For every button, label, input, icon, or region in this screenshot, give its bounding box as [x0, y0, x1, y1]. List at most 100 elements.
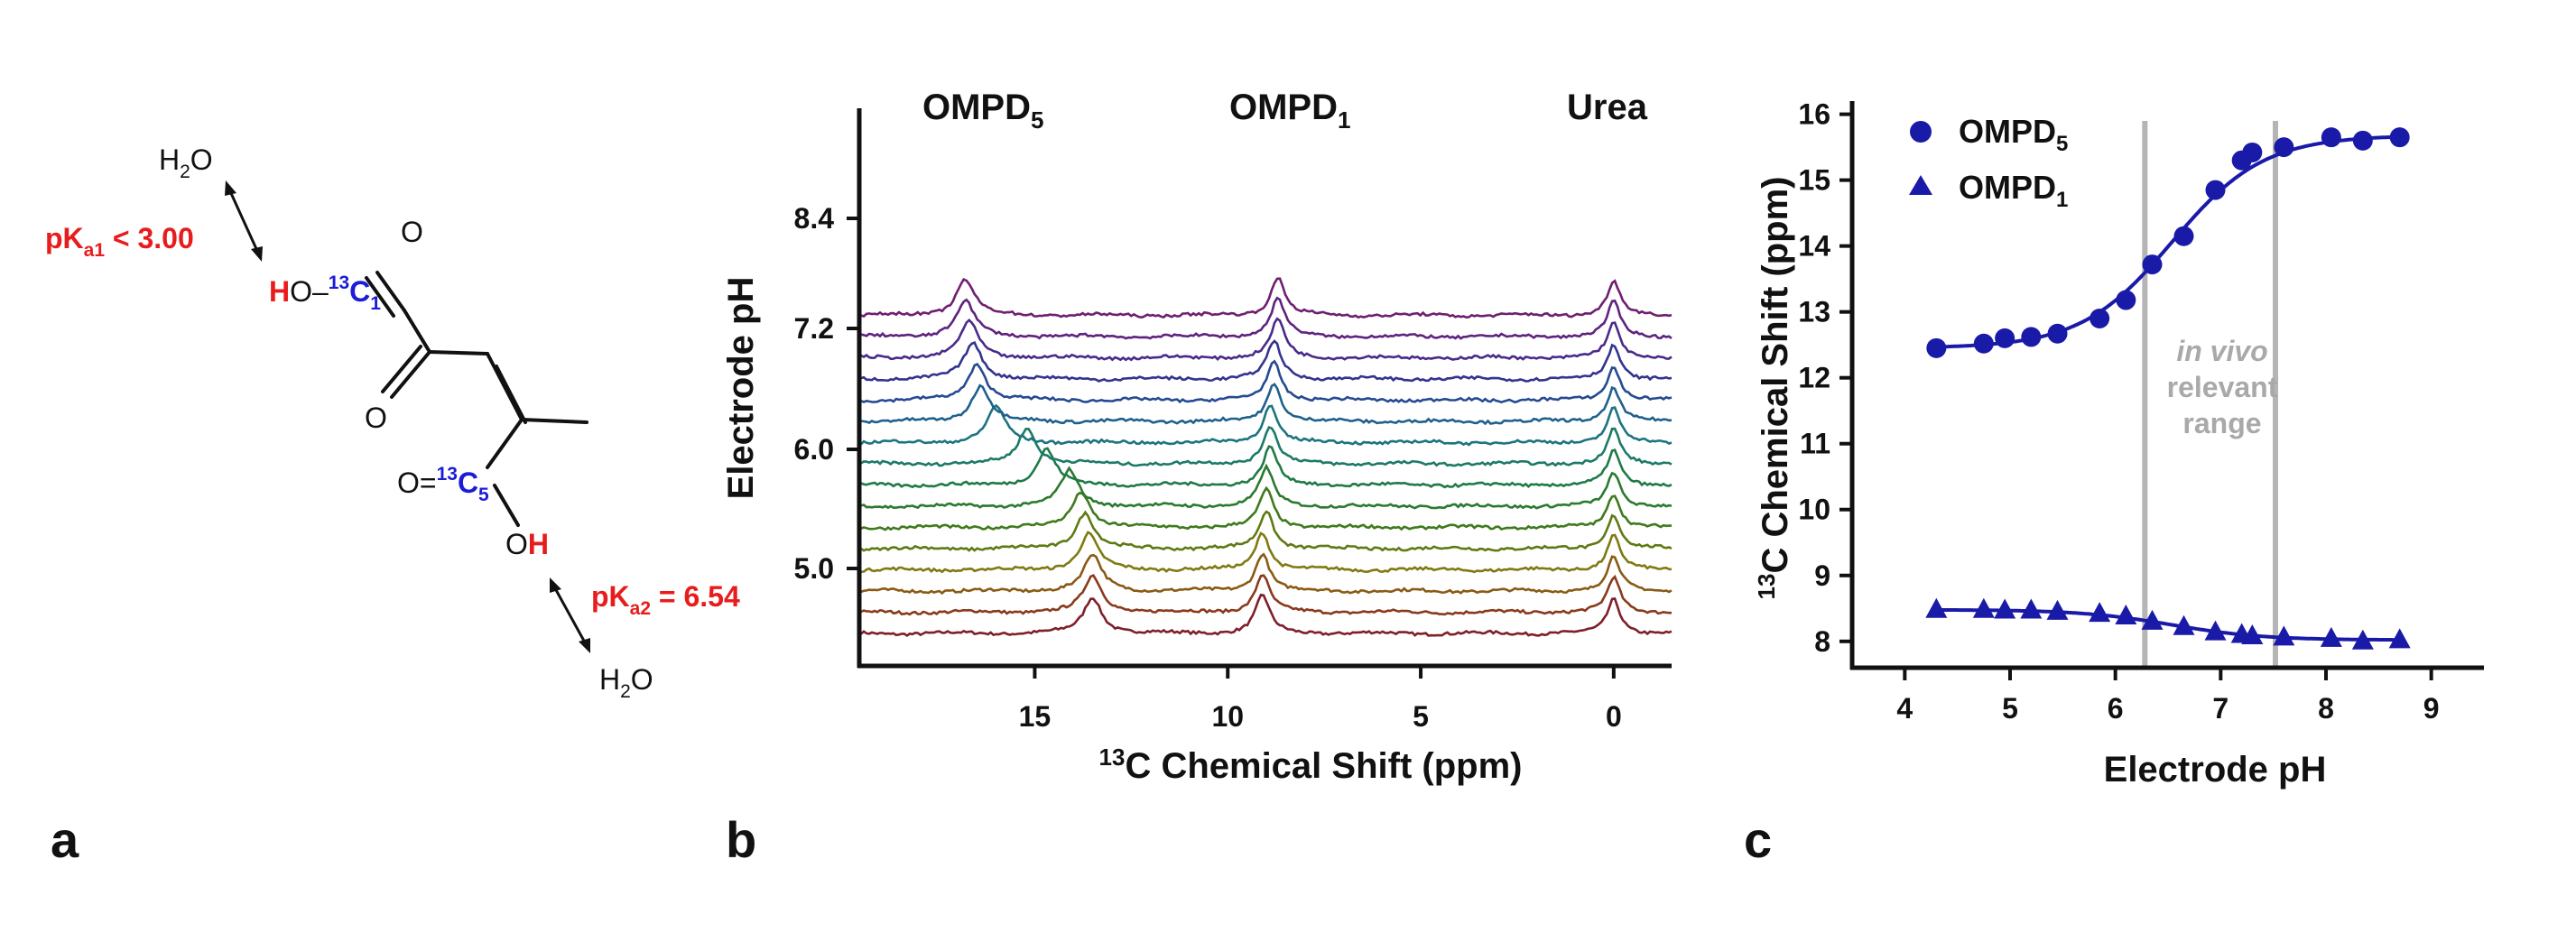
b-x-tick-label: 10: [1211, 700, 1244, 733]
ketone-o: O: [365, 402, 387, 434]
legend-ompd5: OMPD5: [1959, 113, 2068, 156]
point-ompd5: [1973, 333, 1994, 354]
point-ompd1: [2089, 602, 2111, 623]
spectrum-trace-4: [860, 531, 1673, 574]
panel-b-x-label: 13C Chemical Shift (ppm): [1099, 744, 1523, 786]
spectrum-trace-11: [860, 383, 1673, 426]
water-bottom-label: H2O: [599, 663, 653, 702]
annotation-relevant: relevant: [2167, 371, 2278, 403]
panel-b-y-label: Electrode pH: [721, 277, 761, 500]
spectrum-trace-6: [860, 485, 1672, 531]
legend-triangle-marker: [1909, 175, 1932, 195]
b-x-tick-label: 5: [1413, 700, 1429, 733]
spectrum-trace-10: [860, 403, 1673, 447]
point-ompd1: [2046, 599, 2069, 620]
b-y-tick-label: 8.4: [794, 202, 835, 235]
reference-lines: [2142, 121, 2278, 668]
point-ompd5: [2321, 127, 2341, 148]
point-ompd1: [2173, 614, 2195, 635]
legend-circle-marker: [1910, 121, 1932, 143]
fit-curve-ompd1: [1936, 607, 2400, 642]
peak-label-ompd5: OMPD5: [922, 88, 1043, 134]
carbonyl-o-top: O: [401, 216, 423, 248]
point-ompd1: [2273, 625, 2295, 646]
spectrum-trace-7: [860, 463, 1673, 510]
c-y-tick-label: 15: [1798, 164, 1830, 197]
point-ompd5: [2047, 323, 2068, 344]
panel-a-letter: a: [51, 811, 79, 868]
annotation-range: range: [2182, 407, 2261, 439]
point-ompd1: [2115, 605, 2137, 625]
b-y-tick-label: 7.2: [794, 312, 834, 345]
b-y-tick-label: 6.0: [794, 433, 834, 466]
point-ompd5: [2352, 130, 2373, 151]
point-ompd1: [2241, 624, 2264, 644]
point-ompd5: [2021, 327, 2042, 347]
panel-c-letter: c: [1744, 811, 1772, 868]
panel-c-ticks: 4 5 6 7 8 9 8 9 10 11 12 13 14 15 16: [1798, 98, 2439, 725]
c-y-tick-label: 13: [1798, 296, 1830, 328]
point-ompd5: [2274, 137, 2294, 158]
c-x-tick-label: 4: [1896, 692, 1913, 725]
c-y-tick-label: 10: [1798, 494, 1830, 526]
point-ompd1: [2141, 609, 2164, 630]
legend-ompd1: OMPD1: [1959, 169, 2068, 212]
c-x-tick-label: 8: [2318, 692, 2334, 725]
point-ompd1: [2351, 629, 2374, 650]
data-points: [1925, 127, 2411, 650]
c-y-tick-label: 16: [1798, 98, 1830, 131]
pka2-label: pKa2 = 6.54: [591, 580, 740, 619]
spectrum-trace-16: [860, 277, 1673, 319]
spectrum-trace-13: [860, 339, 1673, 383]
point-ompd1: [2388, 628, 2411, 649]
pka1-label: pKa1 < 3.00: [45, 222, 194, 261]
peak-label-urea: Urea: [1567, 88, 1648, 127]
panel-b-ticks: 15 10 5 0 8.4 7.2 6.0 5.0: [794, 202, 1622, 733]
spectra-traces: [860, 277, 1673, 637]
point-ompd1: [1972, 597, 1995, 618]
point-ompd5: [1995, 328, 2015, 348]
c-x-tick-label: 9: [2423, 692, 2440, 725]
spectrum-trace-8: [860, 445, 1673, 489]
panel-c-y-label: 13C Chemical Shift (ppm): [1753, 177, 1795, 600]
b-x-tick-label: 15: [1019, 700, 1052, 733]
c-y-tick-label: 11: [1800, 428, 1830, 460]
spectrum-trace-1: [860, 593, 1673, 637]
point-ompd1: [2204, 620, 2227, 641]
spectrum-trace-2: [860, 574, 1672, 616]
c-y-tick-label: 9: [1814, 559, 1830, 592]
c-y-tick-label: 8: [1814, 625, 1830, 658]
water-top-label: H2O: [159, 143, 213, 182]
peak-label-ompd1: OMPD1: [1229, 88, 1350, 134]
point-ompd5: [2389, 127, 2410, 148]
panel-a-molecule: H2O pKa1 < 3.00 O HO–13C1 O O=13C5 OH pK…: [45, 143, 740, 868]
annotation-in-vivo: in vivo: [2176, 335, 2267, 367]
spectrum-trace-3: [860, 552, 1673, 596]
point-ompd5: [2142, 254, 2163, 275]
spectrum-trace-5: [860, 510, 1673, 552]
arrow-heads: [225, 180, 590, 653]
panel-b-letter: b: [726, 811, 756, 868]
spectrum-trace-14: [860, 317, 1673, 362]
b-y-tick-label: 5.0: [794, 552, 834, 585]
spectrum-trace-15: [860, 296, 1673, 340]
c-x-tick-label: 5: [2002, 692, 2018, 725]
c-x-tick-label: 6: [2108, 692, 2124, 725]
point-ompd1: [1925, 597, 1948, 618]
c-y-tick-label: 14: [1798, 230, 1830, 263]
point-ompd5: [2090, 308, 2110, 328]
carboxyl-c1-label: HO–13C1: [269, 273, 381, 314]
point-ompd5: [2205, 180, 2226, 200]
carboxyl-c5-label: O=13C5: [397, 464, 489, 505]
c-y-tick-label: 12: [1798, 362, 1830, 394]
spectrum-trace-12: [860, 359, 1673, 404]
equilibrium-arrows: [228, 190, 587, 643]
point-ompd1: [1994, 598, 2016, 619]
point-ompd5: [2173, 226, 2194, 246]
point-ompd5: [1926, 337, 1947, 358]
point-ompd5: [2242, 142, 2263, 162]
legend: OMPD5 OMPD1: [1909, 113, 2068, 212]
point-ompd5: [2116, 290, 2136, 310]
